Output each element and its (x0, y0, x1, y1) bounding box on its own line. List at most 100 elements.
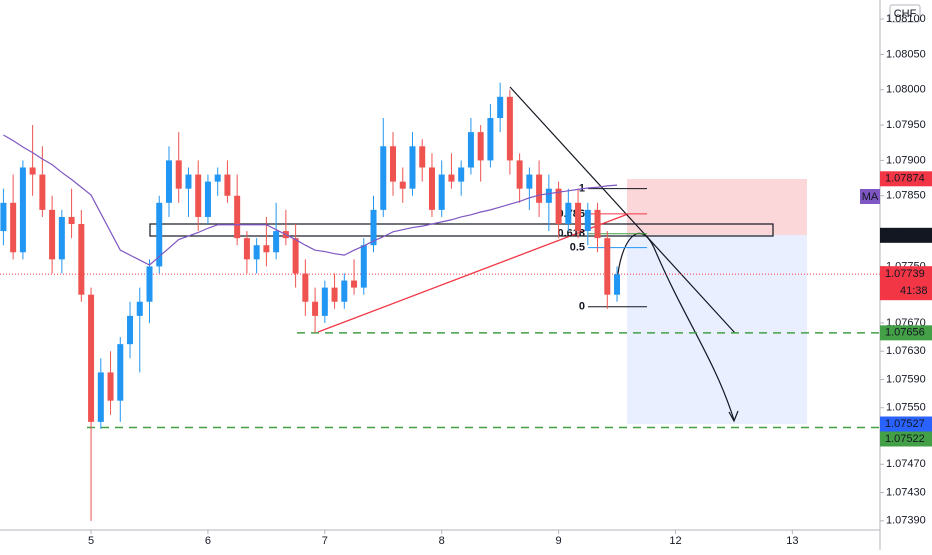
price-label: 1.07656 (885, 327, 925, 339)
candle-body (565, 202, 572, 225)
ma-line (3, 134, 618, 266)
y-tick-label: 1.07390 (886, 515, 926, 527)
arrow-head (728, 410, 739, 423)
candle-body (10, 202, 17, 253)
x-tick-label: 5 (88, 535, 94, 547)
candle-body (136, 301, 143, 316)
candle-body (321, 287, 328, 316)
candle-body (545, 188, 552, 203)
candle-body (214, 174, 221, 182)
countdown: 41:38 (900, 285, 928, 297)
x-tick-label: 6 (205, 535, 211, 547)
x-tick-label: 8 (439, 535, 445, 547)
y-tick-label: 1.07850 (886, 190, 926, 202)
zone-box (149, 223, 774, 237)
candle-body (175, 160, 182, 189)
candle-body (234, 195, 241, 239)
trend-line (509, 86, 736, 334)
candle-body (49, 209, 56, 260)
y-tick-label: 1.08050 (886, 48, 926, 60)
price-label-box (880, 227, 932, 243)
candle-body (204, 181, 211, 217)
candle-body (78, 224, 85, 295)
price-label: 1.07522 (885, 433, 925, 445)
candle-body (292, 238, 299, 274)
candle-body (273, 231, 280, 253)
candle-body (584, 209, 591, 232)
y-tick-label: 1.07590 (886, 373, 926, 385)
candle-body (399, 181, 406, 189)
x-tick-label: 9 (556, 535, 562, 547)
candle-body (409, 146, 416, 189)
candle-body (68, 216, 75, 225)
candle-body (224, 174, 231, 196)
target-zone (627, 235, 807, 424)
candle-body (253, 245, 260, 260)
candle-body (467, 132, 474, 168)
candle-body (419, 146, 426, 168)
candle-body (360, 245, 367, 288)
candle-body (312, 301, 319, 316)
candle-body (390, 146, 397, 182)
candle-body (331, 287, 338, 302)
candle-body (536, 174, 543, 203)
price-label: 1.07794 (885, 229, 925, 241)
candle-body (107, 372, 114, 401)
y-tick-label: 1.07630 (886, 345, 926, 357)
last-price-label: 1.07739 (885, 268, 925, 280)
candle-body (156, 202, 163, 267)
trend-line (317, 213, 629, 333)
x-tick-label: 7 (322, 535, 328, 547)
candle-body (195, 174, 202, 217)
candle-body (438, 174, 445, 210)
stop-zone (627, 179, 807, 235)
y-tick-label: 1.08100 (886, 13, 926, 25)
price-label-box (880, 325, 932, 341)
candle-body (19, 167, 26, 253)
y-tick-label: 1.08000 (886, 84, 926, 96)
price-label-box (880, 431, 932, 447)
fib-label: 0 (579, 301, 585, 313)
candle-body (243, 238, 250, 260)
x-tick-label: 13 (786, 535, 798, 547)
y-tick-label: 1.07470 (886, 458, 926, 470)
candle-body (604, 238, 611, 295)
candle-body (165, 160, 172, 203)
candle-body (88, 294, 95, 422)
projection-arrow (616, 233, 735, 421)
price-label-box (880, 171, 932, 187)
price-label-box (880, 416, 932, 432)
candle-body (185, 174, 192, 189)
y-tick-label: 1.07900 (886, 154, 926, 166)
last-price-box (880, 266, 932, 301)
ma-tag-box (860, 189, 880, 204)
candle-body (263, 245, 270, 253)
candle-body (0, 202, 7, 232)
candle-body (487, 118, 494, 161)
currency-box (889, 4, 921, 23)
candle-body (370, 209, 377, 246)
y-tick-label: 1.07950 (886, 119, 926, 131)
y-tick-label: 1.07430 (886, 486, 926, 498)
candle-body (526, 174, 533, 189)
candle-body (555, 188, 562, 225)
candle-body (594, 209, 601, 239)
candle-body (614, 274, 621, 295)
currency: CHF (894, 8, 917, 20)
candle-body (29, 167, 36, 175)
candle-body (428, 167, 435, 210)
fib-label: 0.5 (570, 242, 585, 254)
candle-body (506, 96, 513, 161)
ma-tag: MA (862, 191, 879, 203)
candle-body (39, 174, 46, 210)
candle-body (497, 96, 504, 119)
candle-body (380, 146, 387, 210)
candle-body (97, 372, 104, 422)
candle-body (516, 160, 523, 189)
candle-body (341, 280, 348, 302)
candle-body (58, 216, 65, 260)
candle-body (448, 174, 455, 182)
candle-body (575, 202, 582, 232)
price-label: 1.07874 (885, 173, 925, 185)
